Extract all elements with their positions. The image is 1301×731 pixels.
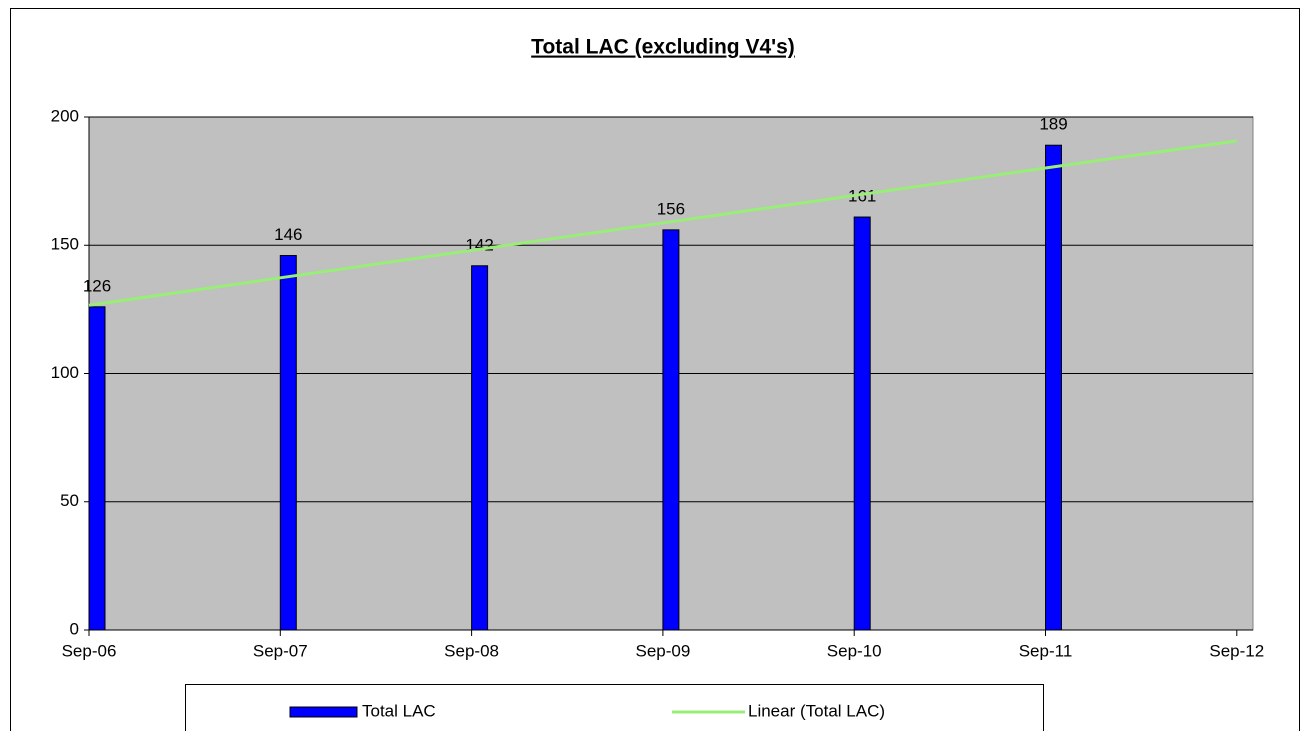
data-label: 126 xyxy=(83,276,111,295)
y-tick-label: 0 xyxy=(70,619,79,638)
legend-label: Total LAC xyxy=(362,701,436,720)
chart-title: Total LAC (excluding V4's) xyxy=(531,36,795,59)
bar xyxy=(662,229,680,631)
bar xyxy=(471,265,489,631)
bar xyxy=(88,306,106,631)
data-label: 161 xyxy=(848,187,876,206)
x-tick-label: Sep-06 xyxy=(62,641,117,660)
x-tick-label: Sep-07 xyxy=(253,641,308,660)
y-tick-label: 100 xyxy=(51,363,79,382)
data-label: 189 xyxy=(1039,115,1067,134)
legend-swatch xyxy=(289,706,358,718)
bar xyxy=(853,216,871,631)
x-tick-label: Sep-11 xyxy=(1019,641,1073,660)
legend-label: Linear (Total LAC) xyxy=(748,701,885,720)
data-label: 156 xyxy=(657,199,685,218)
y-tick-label: 200 xyxy=(51,106,79,125)
data-label: 146 xyxy=(274,225,302,244)
x-tick-label: Sep-12 xyxy=(1209,641,1264,660)
bar xyxy=(1045,144,1062,631)
y-tick-label: 150 xyxy=(51,235,79,254)
trend-line xyxy=(88,139,1238,307)
bar xyxy=(279,255,297,631)
y-tick-label: 50 xyxy=(60,491,79,510)
x-tick-label: Sep-10 xyxy=(827,641,882,660)
x-tick-label: Sep-09 xyxy=(635,641,690,660)
x-tick-label: Sep-08 xyxy=(444,641,499,660)
